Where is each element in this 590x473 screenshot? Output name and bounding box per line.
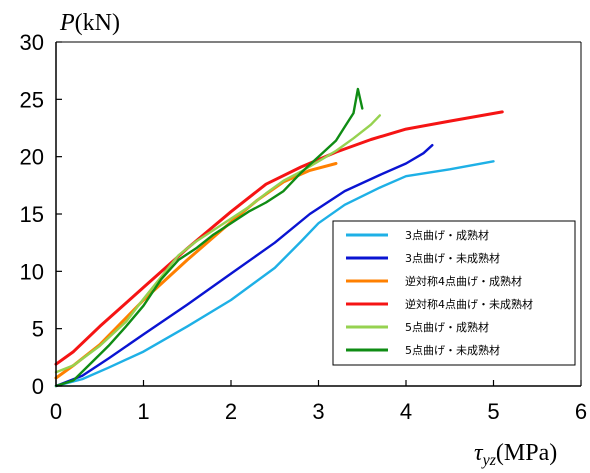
- y-tick-label: 0: [32, 374, 44, 399]
- x-tick-label: 0: [50, 399, 62, 424]
- x-tick-label: 1: [137, 399, 149, 424]
- x-tick-label: 6: [575, 399, 587, 424]
- x-ticks: 0 1 2 3 4 5 6: [50, 380, 587, 424]
- series-line-6: [54, 87, 364, 388]
- y-tick-label: 15: [20, 202, 44, 227]
- legend-label-2: 3点曲げ・未成熟材: [405, 251, 500, 265]
- y-ticks: 0 5 10 15 20 25 30: [20, 30, 62, 399]
- legend-label-5: 5点曲げ・成熟材: [405, 320, 489, 334]
- y-tick-label: 20: [20, 145, 44, 170]
- legend-label-6: 5点曲げ・未成熟材: [405, 343, 500, 357]
- y-axis-title: P(kN): [59, 10, 120, 36]
- y-tick-label: 25: [20, 87, 44, 112]
- series-line-4: [54, 110, 504, 366]
- legend: 3点曲げ・成熟材 3点曲げ・未成熟材逆対称4点曲げ・成熟材逆対称4点曲げ・未成熟材…: [332, 220, 576, 366]
- y-tick-label: 30: [20, 30, 44, 55]
- legend-label-3: 逆対称4点曲げ・成熟材: [405, 274, 522, 288]
- x-tick-label: 5: [487, 399, 499, 424]
- plot-lines: [54, 87, 504, 388]
- legend-label-1: 3点曲げ・成熟材: [405, 228, 489, 242]
- x-axis-title: τyz(MPa): [474, 440, 557, 469]
- y-tick-label: 5: [32, 317, 44, 342]
- series-line-1: [54, 160, 495, 388]
- series-line-5: [54, 114, 381, 374]
- series-line-2: [54, 143, 434, 388]
- x-tick-label: 2: [225, 399, 237, 424]
- x-tick-label: 4: [400, 399, 412, 424]
- y-tick-label: 10: [20, 259, 44, 284]
- legend-label-4: 逆対称4点曲げ・未成熟材: [405, 297, 533, 311]
- x-tick-label: 3: [312, 399, 324, 424]
- legend-box: [332, 220, 576, 366]
